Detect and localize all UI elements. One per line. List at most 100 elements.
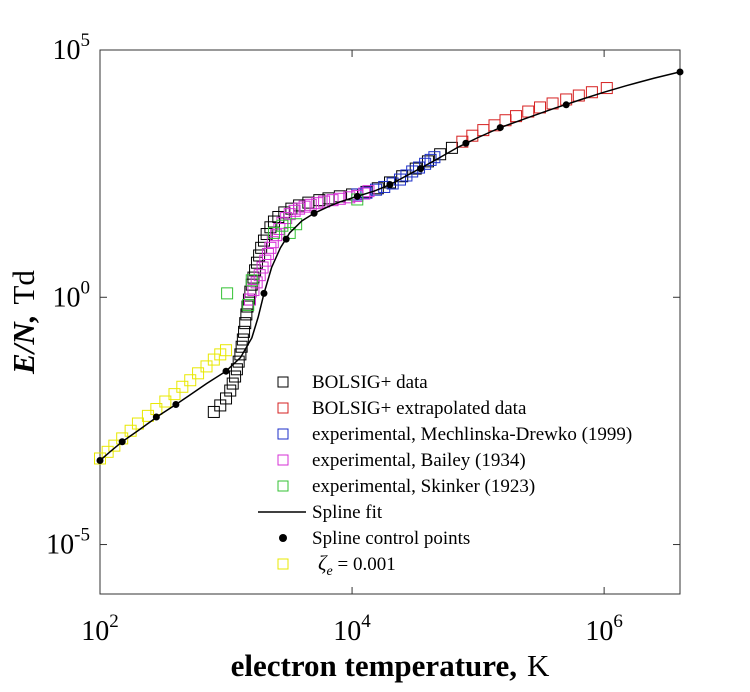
data-point [232, 355, 245, 368]
data-point [298, 200, 311, 213]
data-point [249, 264, 262, 277]
data-point [260, 228, 273, 241]
data-point [221, 287, 234, 300]
data-point [288, 204, 301, 217]
data-point [220, 344, 233, 357]
data-point [247, 271, 260, 284]
data-point [184, 374, 197, 387]
data-point [370, 183, 383, 196]
control-point [386, 181, 394, 189]
data-point [259, 254, 272, 267]
control-point [676, 68, 684, 76]
data-point [159, 395, 172, 408]
x-tick-label: 104 [333, 611, 371, 647]
data-point [238, 325, 251, 338]
control-point [260, 289, 268, 297]
data-point [224, 384, 237, 397]
data-point [360, 186, 373, 199]
data-point [240, 308, 253, 321]
legend-label: Spline control points [312, 528, 470, 549]
x-tick-label: 106 [585, 611, 623, 647]
control-point [562, 101, 570, 109]
data-point [585, 86, 598, 99]
data-point [283, 226, 296, 239]
legend-square-swatch [277, 428, 289, 440]
control-point [118, 438, 126, 446]
data-point [101, 445, 114, 458]
data-point [396, 170, 409, 183]
plot-area-frame [99, 49, 681, 595]
data-point [241, 300, 254, 313]
data-point [255, 241, 268, 254]
data-point [256, 261, 269, 274]
data-point [413, 161, 426, 174]
legend-label: BOLSIG+ extrapolated data [312, 398, 527, 419]
data-point [270, 229, 283, 242]
data-point [290, 218, 303, 231]
data-point [311, 197, 324, 210]
control-point [172, 400, 180, 408]
legend-square-swatch [277, 454, 289, 466]
y-axis-label-main: E/N, [6, 315, 41, 375]
data-point [192, 367, 205, 380]
data-point [250, 276, 263, 289]
control-point [417, 165, 425, 173]
legend-square-swatch [277, 480, 289, 492]
data-point [207, 405, 220, 418]
y-tick-label: 10-5 [46, 525, 90, 561]
legend-label: ζe = 0.001 [318, 551, 396, 579]
data-point [131, 417, 144, 430]
data-point [108, 439, 121, 452]
legend-label: experimental, Mechlinska-Drewko (1999) [312, 424, 632, 445]
data-point [239, 317, 252, 330]
data-point [247, 284, 260, 297]
control-point [282, 235, 290, 243]
y-tick-label: 105 [53, 30, 91, 66]
data-point [304, 198, 317, 211]
legend: BOLSIG+ data BOLSIG+ extrapolated data exp… [258, 372, 632, 579]
x-axis-label: electron temperature, K [231, 648, 550, 683]
data-point [242, 298, 255, 311]
x-tick-label: 102 [81, 611, 119, 647]
control-point [96, 457, 104, 465]
tick-labels: 102 104 106 10-5 100 105 [46, 30, 623, 647]
data-series [94, 68, 684, 465]
data-point [226, 377, 239, 390]
legend-square-swatch [277, 558, 289, 570]
data-point [267, 226, 280, 239]
y-axis-label-unit: Td [6, 270, 41, 305]
data-point [230, 363, 243, 376]
data-point [333, 192, 346, 205]
legend-label: experimental, Bailey (1934) [312, 450, 526, 471]
data-point [176, 380, 189, 393]
data-point [245, 274, 258, 287]
data-point [257, 234, 270, 247]
data-point [600, 82, 613, 95]
data-point [406, 165, 419, 178]
legend-label: experimental, Skinker (1923) [312, 476, 535, 497]
data-point [200, 360, 213, 373]
data-point [168, 388, 181, 401]
data-point [234, 348, 247, 361]
tick-marks [99, 49, 680, 594]
data-point [236, 333, 249, 346]
data-point [393, 173, 406, 186]
data-point [280, 212, 293, 225]
data-point [229, 370, 242, 383]
data-point [220, 392, 233, 405]
legend-square-swatch [277, 376, 289, 388]
control-point [310, 209, 318, 217]
data-point [261, 247, 274, 260]
legend-label: Spline fit [312, 502, 383, 523]
x-axis-label-main: electron temperature, [231, 648, 517, 683]
data-point [276, 219, 289, 232]
data-point [313, 194, 326, 207]
control-point [496, 124, 504, 132]
data-point [266, 236, 279, 249]
x-axis-label-unit: K [527, 648, 550, 683]
legend-dot-swatch [279, 534, 287, 542]
legend-square-swatch [277, 402, 289, 414]
legend-label: BOLSIG+ data [312, 372, 428, 393]
